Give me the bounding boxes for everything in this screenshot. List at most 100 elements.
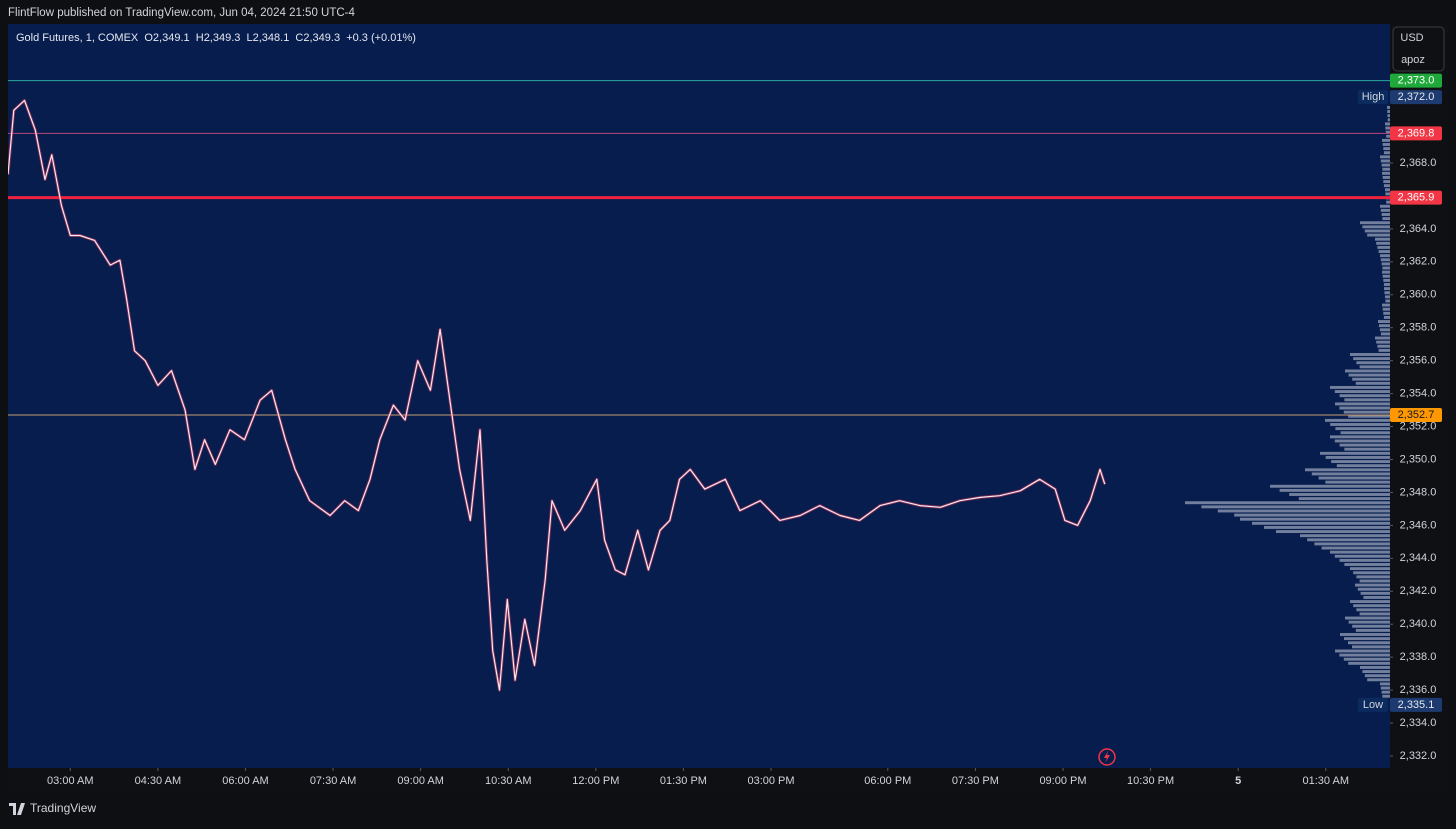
volume-profile-bar [1387, 118, 1390, 122]
y-tick-label: 2,360.0 [1400, 289, 1437, 301]
volume-profile-bar [1380, 208, 1390, 212]
x-tick-label: 5 [1235, 775, 1241, 787]
volume-profile-bar [1360, 591, 1390, 595]
volume-profile-bar [1363, 595, 1390, 599]
volume-profile-bar [1252, 521, 1390, 525]
volume-profile-bar [1383, 278, 1390, 282]
volume-profile-bar [1383, 151, 1390, 155]
volume-profile-bar [1356, 361, 1390, 365]
price-tag-label: 2,352.7 [1398, 409, 1435, 421]
volume-profile-bar [1201, 505, 1390, 509]
plot-area [8, 24, 1390, 768]
volume-profile-bar [1353, 604, 1390, 608]
volume-profile-bar [1352, 624, 1390, 628]
volume-profile-bar [1353, 357, 1390, 361]
volume-profile-bar [1345, 369, 1390, 373]
x-tick-label: 07:30 PM [952, 775, 999, 787]
volume-profile-bar [1270, 484, 1390, 488]
price-tag-label: 2,365.9 [1398, 192, 1435, 204]
volume-profile-bar [1383, 311, 1390, 315]
volume-profile-bar [1335, 427, 1390, 431]
volume-profile-bar [1379, 328, 1390, 332]
volume-profile-bar [1382, 303, 1390, 307]
volume-profile-bar [1345, 616, 1390, 620]
volume-profile-bar [1382, 274, 1390, 278]
volume-profile-bar [1357, 587, 1390, 591]
volume-profile-bar [1344, 398, 1390, 402]
volume-profile-bar [1386, 200, 1390, 204]
volume-profile-bar [1376, 340, 1390, 344]
volume-profile-bar [1362, 225, 1390, 229]
x-tick-label: 03:00 AM [47, 775, 93, 787]
volume-profile-bar [1348, 661, 1390, 665]
volume-profile-bar [1311, 472, 1390, 476]
volume-profile-bar [1386, 134, 1390, 138]
y-tick-label: 2,334.0 [1400, 717, 1437, 729]
volume-profile-bar [1335, 402, 1390, 406]
alert-icon[interactable] [1098, 748, 1116, 766]
volume-profile-bar [1360, 665, 1390, 669]
y-tick-label: 2,354.0 [1400, 388, 1437, 400]
volume-profile-bar [1217, 509, 1390, 513]
volume-profile-bar [1380, 254, 1390, 258]
volume-profile-bar [1276, 530, 1390, 534]
y-tick-label: 2,348.0 [1400, 486, 1437, 498]
price-tag [1390, 126, 1442, 141]
volume-profile-bar [1384, 295, 1390, 299]
volume-profile-bar [1339, 558, 1390, 562]
volume-profile-bar [1348, 641, 1390, 645]
marker-tag [1390, 697, 1442, 712]
x-tick-label: 04:30 AM [135, 775, 181, 787]
x-tick-label: 09:00 PM [1039, 775, 1086, 787]
volume-profile-bar [1380, 204, 1390, 208]
marker-name-box [1358, 697, 1388, 712]
marker-tag [1390, 90, 1442, 105]
volume-profile-bar [1385, 188, 1390, 192]
y-tick-label: 2,342.0 [1400, 585, 1437, 597]
volume-profile-bar [1387, 110, 1390, 114]
plot-layer [8, 80, 1390, 698]
axes-layer: 2,332.0 2,334.0 2,336.0 2,338.0 2,340.0 2,342… [47, 73, 1442, 787]
volume-profile-bar [1381, 690, 1390, 694]
volume-profile-bar [1382, 307, 1390, 311]
volume-profile-bar [1343, 657, 1390, 661]
volume-profile-bar [1385, 126, 1390, 130]
volume-profile-bar [1359, 612, 1390, 616]
volume-profile-bar [1344, 447, 1390, 451]
volume-profile-bar [1325, 455, 1390, 459]
volume-profile-bar [1385, 192, 1390, 196]
volume-profile-bar [1360, 221, 1390, 225]
volume-profile-bar [1380, 159, 1390, 163]
volume-profile-bar [1382, 167, 1390, 171]
volume-profile-bar [1300, 534, 1390, 538]
volume-profile-bar [1298, 497, 1390, 501]
volume-profile-bar [1378, 348, 1390, 352]
volume-profile-bar [1356, 575, 1390, 579]
x-tick-label: 06:00 AM [222, 775, 268, 787]
currency-box[interactable] [1392, 26, 1445, 72]
currency: USD [1400, 32, 1423, 44]
marker-tag-label: 2,335.1 [1398, 699, 1435, 711]
x-tick-label: 10:30 AM [485, 775, 531, 787]
volume-profile-bar [1380, 258, 1390, 262]
y-tick-label: 2,358.0 [1400, 322, 1437, 334]
volume-profile-bar [1383, 184, 1390, 188]
volume-profile-bar [1350, 600, 1390, 604]
volume-profile-bar [1380, 682, 1390, 686]
marker-name: Low [1363, 699, 1383, 711]
volume-profile-bar [1378, 324, 1390, 328]
volume-profile-bar [1314, 542, 1390, 546]
price-line [8, 99, 1106, 691]
volume-profile-bar [1382, 143, 1390, 146]
volume-profile-bar [1359, 365, 1390, 369]
volume-profile-bar [1334, 439, 1390, 443]
volume-profile-bar [1380, 332, 1390, 336]
volume-profile-bar [1382, 266, 1390, 270]
volume-profile-bar [1339, 394, 1390, 398]
volume-profile-bar [1240, 517, 1390, 521]
y-tick-label: 2,356.0 [1400, 355, 1437, 367]
volume-profile-bar [1321, 546, 1390, 550]
volume-profile-bar [1340, 633, 1390, 636]
volume-profile-bar [1348, 373, 1390, 377]
